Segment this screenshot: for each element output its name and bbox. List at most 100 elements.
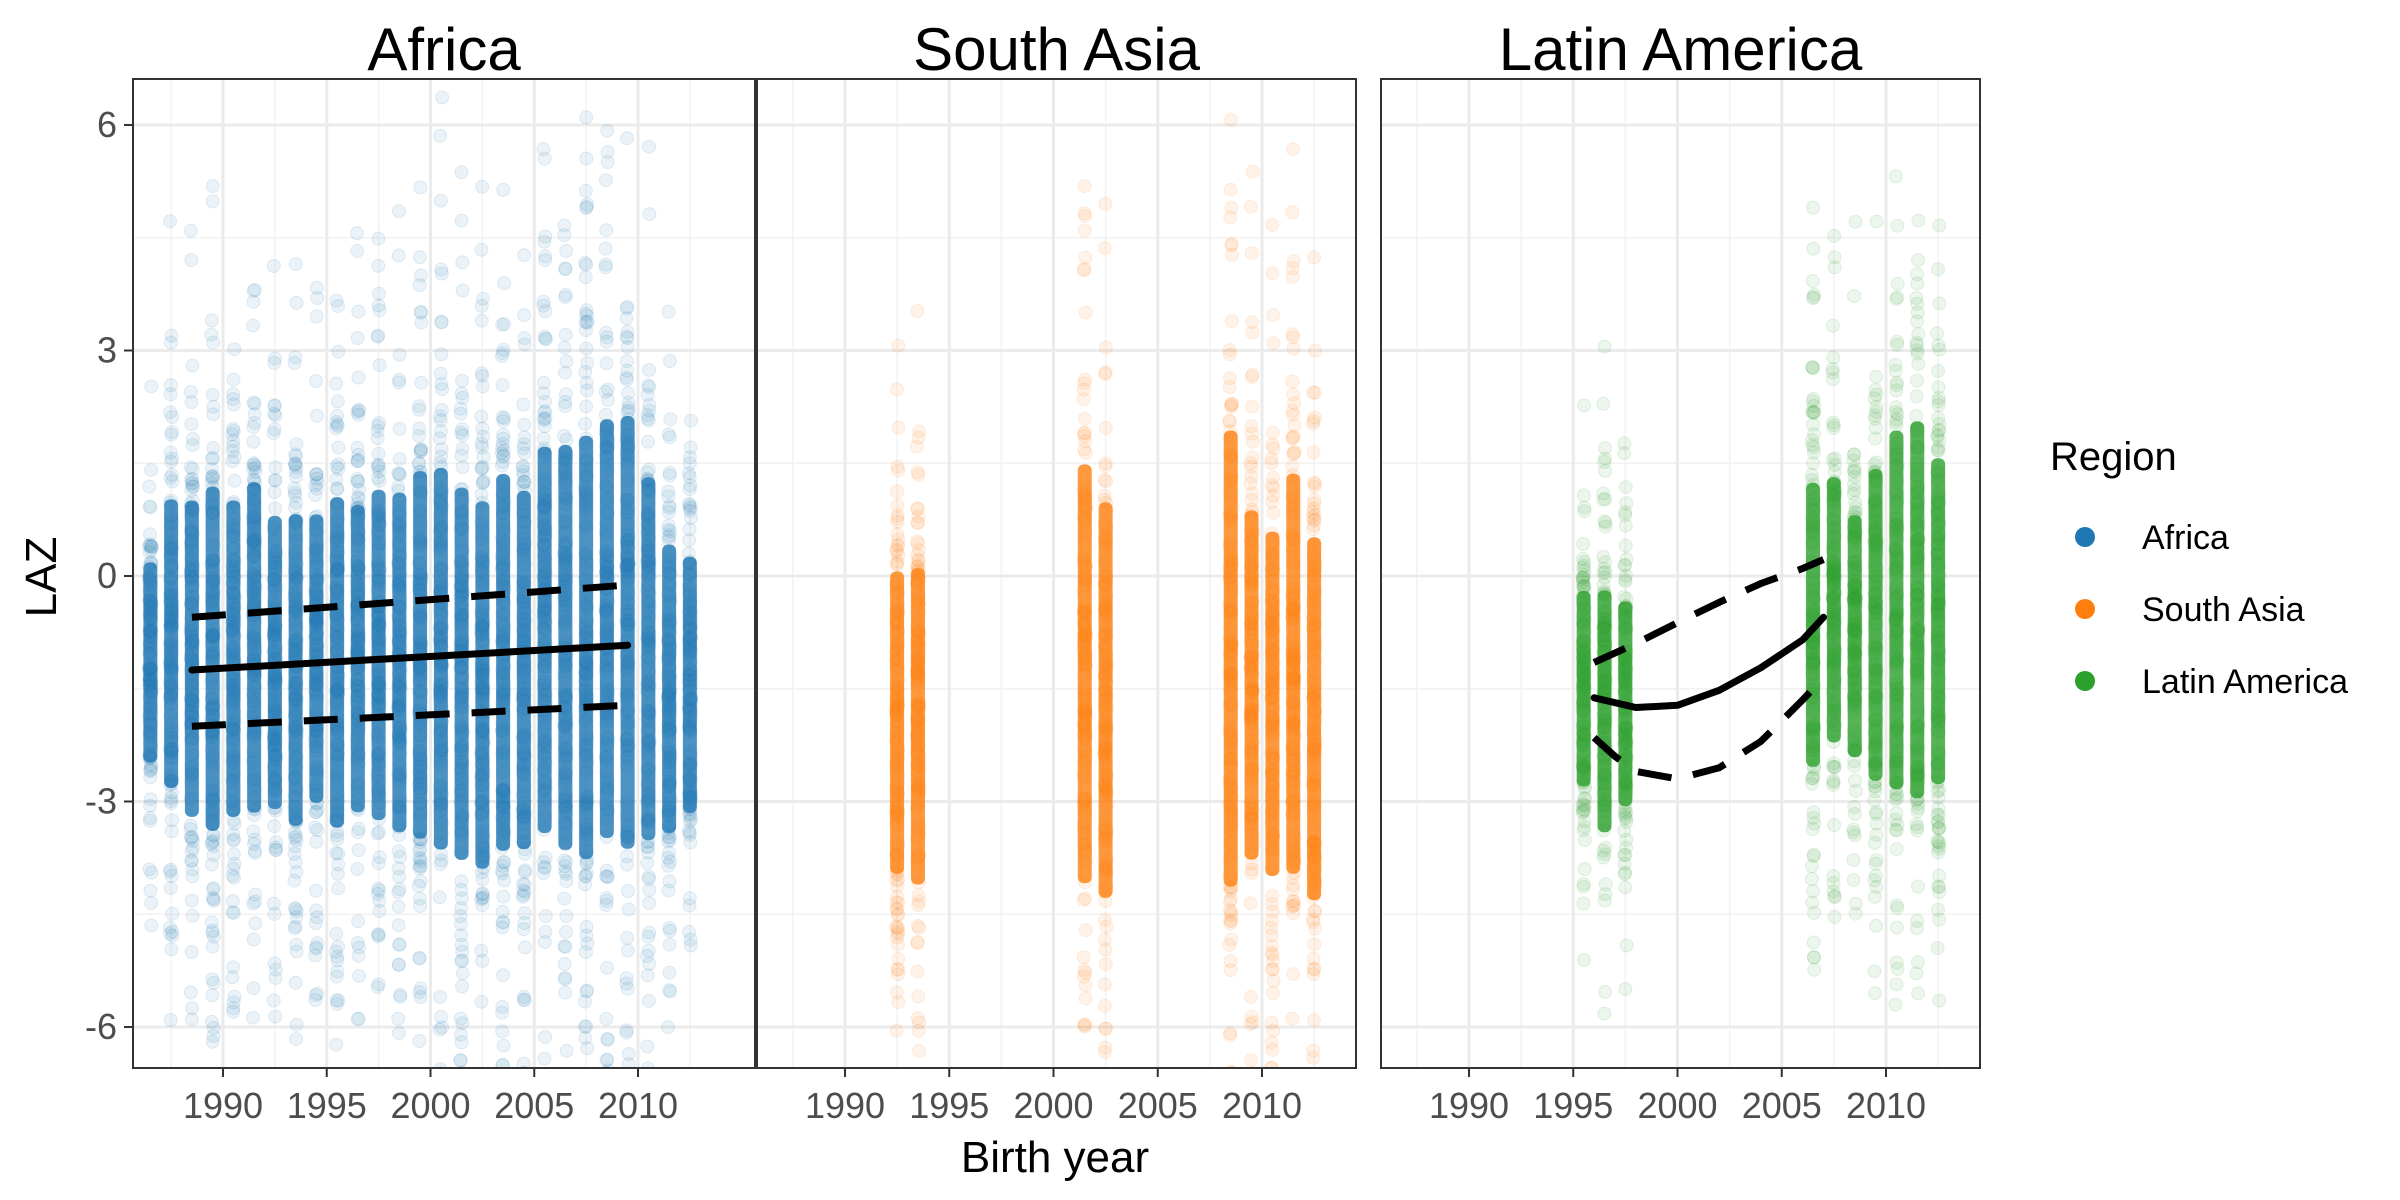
data-point [205,939,220,954]
data-point [267,406,282,421]
data-point [412,278,427,293]
data-point [598,260,613,275]
data-point [433,990,448,1004]
data-point [1224,398,1239,413]
data-point [205,925,220,940]
data-point [206,839,221,854]
data-point [144,463,159,478]
data-point [206,881,221,896]
data-point [185,476,200,491]
data-point [413,981,428,996]
data-point [454,1035,469,1050]
data-point [911,552,926,567]
data-point [662,983,677,998]
data-point [599,891,614,905]
data-point [329,459,344,474]
data-point [1245,1072,1258,1085]
data-point [165,906,180,921]
data-point [559,243,574,258]
data-point [288,457,303,472]
data-point [1098,196,1113,211]
data-point [496,443,511,458]
data-point [268,970,283,985]
data-point [308,820,323,835]
data-point [289,495,304,510]
data-point [619,354,634,369]
data-point [453,406,468,421]
data-point [226,861,241,876]
data-point [1244,1053,1258,1068]
data-point [205,891,220,905]
data-point [1245,1015,1260,1030]
data-point [163,926,177,941]
data-point [163,445,178,460]
data-point [371,927,386,942]
data-point [476,475,490,490]
data-point [579,110,594,125]
data-point [890,498,905,513]
data-point [433,1062,448,1068]
data-point [683,938,698,953]
data-point [599,356,614,371]
data-point [1224,1071,1237,1084]
data-point [163,335,178,350]
data-point [183,384,198,399]
data-point [454,165,469,180]
data-point [435,90,450,105]
data-point [206,470,221,485]
data-point [225,970,240,985]
data-point [1266,336,1281,351]
data-point [310,408,324,423]
data-point [289,469,304,484]
data-point [1222,414,1237,429]
data-point [246,932,261,947]
data-point [329,993,344,1008]
point-column-core [1244,510,1259,860]
data-point [165,928,180,943]
point-column-core [537,446,552,833]
data-point [682,450,697,465]
data-point [206,407,221,422]
data-point [391,957,406,972]
data-point [663,923,677,938]
data-point [890,554,905,569]
data-point [246,420,261,435]
data-point [163,470,178,485]
point-column-core [143,562,158,763]
data-point [517,916,532,930]
data-point [579,866,594,880]
data-point [143,798,158,813]
data-point [205,923,220,938]
data-point [1099,1021,1113,1036]
data-point [289,944,304,959]
data-point [911,430,926,445]
data-point [910,936,925,951]
data-point [267,398,282,413]
data-point [225,427,240,442]
data-point [247,458,262,473]
data-point [227,473,242,488]
data-point [1265,888,1280,903]
data-point [206,450,221,465]
data-point [165,924,180,939]
data-point [206,335,221,350]
data-point [517,337,532,352]
data-point [351,914,366,929]
data-point [454,874,469,889]
data-point [163,378,178,393]
data-point [289,833,304,847]
data-point [453,1011,468,1026]
data-point [267,906,282,921]
data-point [599,334,614,349]
data-point [455,373,469,388]
data-point [142,862,157,877]
data-point [289,437,304,452]
data-point [536,298,551,313]
x-tick-label: 1995 [287,1085,367,1126]
data-point [889,1023,904,1038]
data-point [204,327,219,342]
data-point [204,1014,219,1029]
point-column-core [1098,502,1113,898]
data-point [497,276,512,291]
data-point [329,376,344,391]
